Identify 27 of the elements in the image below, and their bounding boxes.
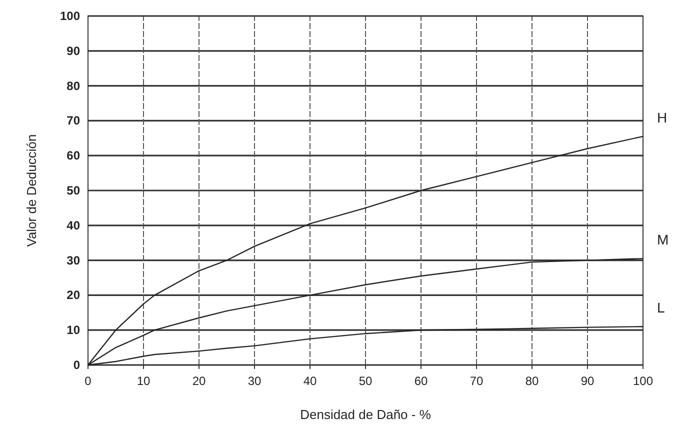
x-tick-label: 90: [580, 374, 594, 388]
x-tick-label: 80: [525, 374, 539, 388]
y-tick-label: 70: [66, 114, 80, 128]
y-tick-label: 50: [66, 184, 80, 198]
y-tick-label: 100: [60, 9, 80, 23]
y-axis-title: Valor de Deducción: [24, 134, 39, 247]
y-tick-label: 60: [66, 148, 80, 163]
y-tick-label: 90: [66, 44, 80, 58]
y-tick-label: 20: [66, 288, 80, 302]
series-label: M: [657, 232, 669, 248]
y-tick-label: 40: [66, 218, 80, 232]
x-tick-label: 30: [248, 374, 262, 388]
x-axis-title: Densidad de Daño - %: [300, 407, 432, 422]
y-tick-label: 80: [66, 78, 80, 93]
x-tick-label: 0: [84, 374, 92, 388]
y-tick-label: 0: [73, 358, 80, 372]
series-label: H: [657, 109, 668, 126]
x-tick-label: 70: [470, 374, 484, 388]
y-tick-label: 10: [66, 323, 80, 338]
x-tick-label: 10: [136, 374, 150, 388]
x-tick-label: 50: [358, 374, 372, 388]
series-label: L: [657, 300, 665, 316]
x-tick-label: 20: [192, 374, 206, 388]
x-tick-label: 100: [632, 374, 654, 388]
x-tick-label: 60: [414, 374, 428, 388]
y-tick-label: 30: [66, 253, 80, 268]
x-tick-label: 40: [303, 374, 317, 388]
